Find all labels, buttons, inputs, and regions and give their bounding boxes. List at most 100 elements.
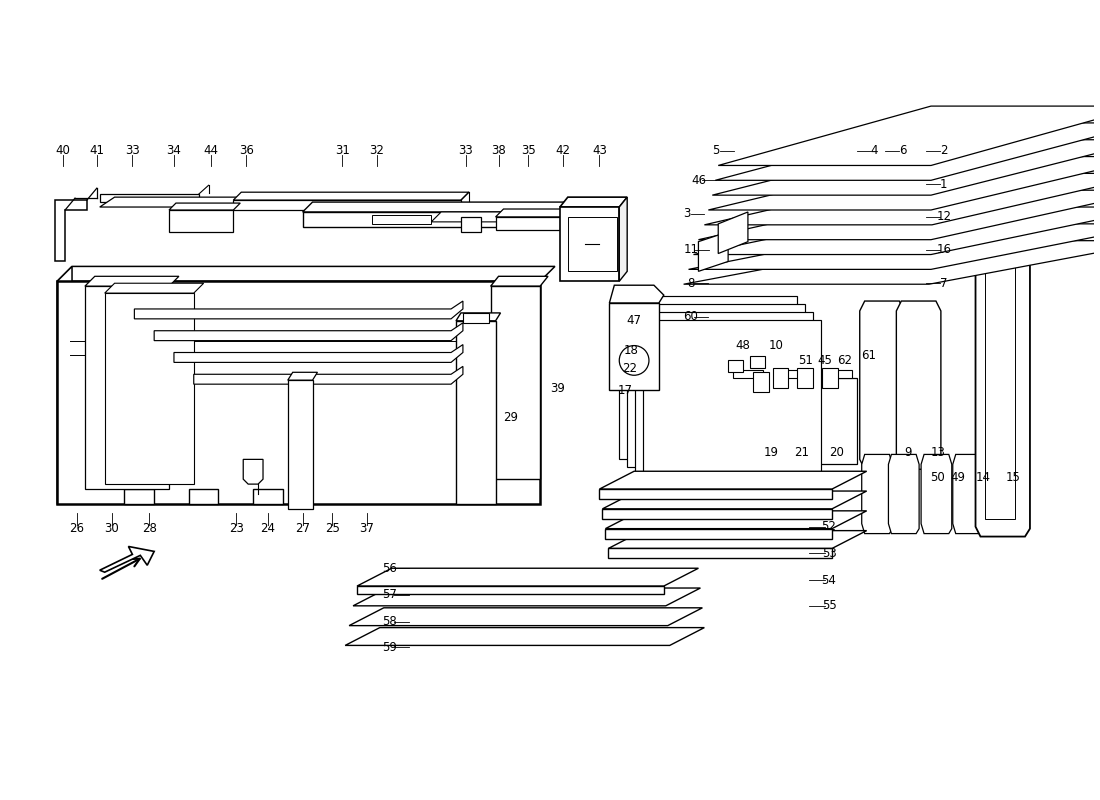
Polygon shape <box>698 232 728 271</box>
Text: 57: 57 <box>383 589 397 602</box>
Polygon shape <box>733 370 762 378</box>
Polygon shape <box>627 304 805 467</box>
Text: 33: 33 <box>125 144 140 157</box>
Polygon shape <box>608 530 867 549</box>
Polygon shape <box>644 320 821 483</box>
Text: 31: 31 <box>334 144 350 157</box>
Polygon shape <box>609 303 659 390</box>
Text: 49: 49 <box>950 470 965 484</box>
Text: 4: 4 <box>871 144 878 157</box>
Text: 15: 15 <box>1005 470 1021 484</box>
Polygon shape <box>233 192 469 200</box>
Polygon shape <box>104 293 194 484</box>
Polygon shape <box>85 276 179 286</box>
Polygon shape <box>124 489 154 504</box>
Polygon shape <box>715 123 1100 180</box>
Text: 54: 54 <box>822 574 836 586</box>
Polygon shape <box>358 586 663 594</box>
Polygon shape <box>302 202 590 212</box>
Polygon shape <box>798 368 813 388</box>
Polygon shape <box>169 210 233 232</box>
Polygon shape <box>189 489 219 504</box>
Text: 5: 5 <box>713 144 719 157</box>
Polygon shape <box>713 140 1100 195</box>
Polygon shape <box>496 209 568 217</box>
Polygon shape <box>608 549 832 558</box>
Text: 29: 29 <box>503 411 518 424</box>
Text: 17: 17 <box>618 384 632 397</box>
Polygon shape <box>560 197 627 207</box>
Text: 55: 55 <box>822 599 836 612</box>
Text: 45: 45 <box>817 354 833 367</box>
Text: 33: 33 <box>459 144 473 157</box>
Text: 7: 7 <box>940 277 947 290</box>
Text: 27: 27 <box>295 522 310 535</box>
Text: 11: 11 <box>684 243 699 256</box>
Polygon shape <box>169 203 240 210</box>
Text: 19: 19 <box>763 446 778 459</box>
Polygon shape <box>349 608 703 626</box>
Text: 35: 35 <box>521 144 536 157</box>
Text: 36: 36 <box>239 144 254 157</box>
Polygon shape <box>860 301 904 470</box>
Polygon shape <box>619 296 798 459</box>
Polygon shape <box>822 370 851 378</box>
Polygon shape <box>683 241 1100 284</box>
Text: 47: 47 <box>627 314 641 327</box>
Polygon shape <box>496 217 560 230</box>
Polygon shape <box>708 157 1100 210</box>
Polygon shape <box>605 511 867 529</box>
Text: 12: 12 <box>936 210 952 223</box>
Polygon shape <box>750 357 764 368</box>
Text: 3: 3 <box>683 207 691 221</box>
Text: 40: 40 <box>56 144 70 157</box>
Polygon shape <box>194 366 463 384</box>
Polygon shape <box>288 372 318 380</box>
Text: 24: 24 <box>261 522 275 535</box>
Polygon shape <box>718 106 1100 166</box>
Polygon shape <box>100 197 441 207</box>
Text: 52: 52 <box>822 520 836 533</box>
Text: 14: 14 <box>976 470 991 484</box>
Polygon shape <box>243 459 263 484</box>
Polygon shape <box>253 489 283 504</box>
Polygon shape <box>491 286 540 479</box>
Text: 25: 25 <box>324 522 340 535</box>
Polygon shape <box>174 345 463 362</box>
Text: 56: 56 <box>383 562 397 574</box>
Polygon shape <box>693 207 1100 254</box>
Text: 41: 41 <box>89 144 104 157</box>
Text: 1: 1 <box>940 178 947 190</box>
Text: 60: 60 <box>683 310 698 323</box>
Polygon shape <box>605 529 832 538</box>
Text: 18: 18 <box>624 344 639 357</box>
Polygon shape <box>698 190 1100 240</box>
Text: 58: 58 <box>383 615 397 628</box>
Text: 21: 21 <box>794 446 808 459</box>
Polygon shape <box>233 200 461 210</box>
Text: 48: 48 <box>736 339 750 352</box>
Polygon shape <box>154 323 463 341</box>
Polygon shape <box>302 212 580 227</box>
Polygon shape <box>345 628 704 646</box>
Text: 28: 28 <box>142 522 156 535</box>
Polygon shape <box>456 313 501 321</box>
Polygon shape <box>889 454 920 534</box>
Text: 13: 13 <box>931 446 945 459</box>
Polygon shape <box>986 172 1015 518</box>
Polygon shape <box>57 266 554 282</box>
Polygon shape <box>85 286 169 489</box>
Polygon shape <box>463 313 488 323</box>
Polygon shape <box>953 454 983 534</box>
Polygon shape <box>358 568 698 586</box>
Text: 46: 46 <box>691 174 706 187</box>
Polygon shape <box>600 471 867 489</box>
Text: 50: 50 <box>931 470 945 484</box>
Polygon shape <box>609 286 663 303</box>
Polygon shape <box>603 509 832 518</box>
Polygon shape <box>728 378 768 464</box>
Polygon shape <box>491 276 548 286</box>
Text: 32: 32 <box>370 144 384 157</box>
Polygon shape <box>353 588 701 606</box>
Polygon shape <box>104 283 204 293</box>
